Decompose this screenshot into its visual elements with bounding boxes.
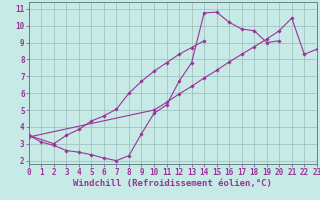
X-axis label: Windchill (Refroidissement éolien,°C): Windchill (Refroidissement éolien,°C) — [73, 179, 272, 188]
